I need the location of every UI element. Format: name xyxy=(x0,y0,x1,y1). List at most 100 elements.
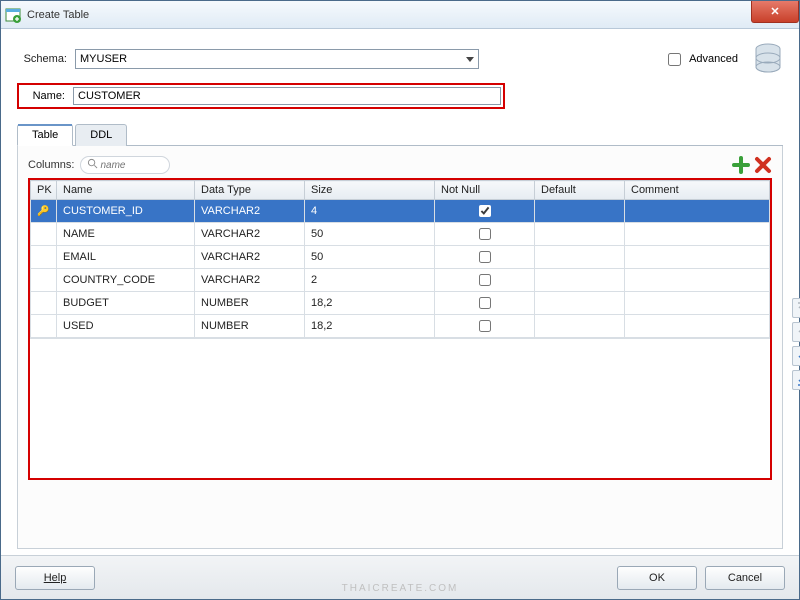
cell[interactable]: VARCHAR2 xyxy=(195,223,305,246)
cell[interactable]: BUDGET xyxy=(57,292,195,315)
schema-select[interactable]: MYUSER xyxy=(75,49,479,69)
close-button[interactable]: ✕ xyxy=(751,1,799,23)
cell[interactable]: 4 xyxy=(305,200,435,223)
cell[interactable] xyxy=(625,223,770,246)
tab-table-label: Table xyxy=(32,129,58,141)
table-row[interactable]: 🔑 CUSTOMER_IDVARCHAR24 xyxy=(31,200,770,223)
cell[interactable] xyxy=(625,292,770,315)
cell[interactable]: VARCHAR2 xyxy=(195,269,305,292)
cell[interactable] xyxy=(31,269,57,292)
name-highlight: Name: xyxy=(17,83,505,109)
cancel-button[interactable]: Cancel xyxy=(705,566,785,590)
cell[interactable]: COUNTRY_CODE xyxy=(57,269,195,292)
move-top-button[interactable] xyxy=(792,298,800,318)
cell[interactable] xyxy=(535,223,625,246)
advanced-wrap: Advanced xyxy=(664,43,783,75)
name-input[interactable] xyxy=(73,87,501,105)
cell[interactable] xyxy=(31,315,57,338)
columns-search[interactable] xyxy=(80,156,170,174)
cell[interactable]: NUMBER xyxy=(195,292,305,315)
schema-value: MYUSER xyxy=(80,53,127,65)
cell[interactable] xyxy=(31,292,57,315)
cell[interactable] xyxy=(535,292,625,315)
header-default[interactable]: Default xyxy=(535,181,625,200)
cell[interactable] xyxy=(435,315,535,338)
columns-grid-highlight: PK Name Data Type Size Not Null Default … xyxy=(28,178,772,480)
tab-ddl[interactable]: DDL xyxy=(75,124,127,146)
cell[interactable]: NUMBER xyxy=(195,315,305,338)
watermark: THAICREATE.COM xyxy=(342,583,459,594)
cell[interactable] xyxy=(535,246,625,269)
cell[interactable] xyxy=(535,200,625,223)
cell[interactable]: VARCHAR2 xyxy=(195,246,305,269)
table-row[interactable]: USEDNUMBER18,2 xyxy=(31,315,770,338)
notnull-checkbox[interactable] xyxy=(479,251,491,263)
cancel-button-label: Cancel xyxy=(728,572,762,584)
notnull-checkbox[interactable] xyxy=(479,297,491,309)
add-column-button[interactable] xyxy=(732,156,750,174)
cell[interactable]: 50 xyxy=(305,246,435,269)
notnull-checkbox[interactable] xyxy=(479,205,491,217)
table-row[interactable]: EMAILVARCHAR250 xyxy=(31,246,770,269)
schema-label: Schema: xyxy=(17,53,75,65)
header-name[interactable]: Name xyxy=(57,181,195,200)
columns-grid[interactable]: PK Name Data Type Size Not Null Default … xyxy=(30,180,770,338)
cell[interactable]: 50 xyxy=(305,223,435,246)
table-row[interactable]: COUNTRY_CODEVARCHAR22 xyxy=(31,269,770,292)
create-table-window: Create Table ✕ Schema: MYUSER Advanced N… xyxy=(0,0,800,600)
columns-search-input[interactable] xyxy=(98,159,158,172)
pk-key-icon: 🔑 xyxy=(37,206,49,217)
cell[interactable] xyxy=(535,315,625,338)
cell[interactable]: EMAIL xyxy=(57,246,195,269)
cell[interactable]: USED xyxy=(57,315,195,338)
notnull-checkbox[interactable] xyxy=(479,320,491,332)
cell[interactable] xyxy=(535,269,625,292)
cell[interactable]: 2 xyxy=(305,269,435,292)
database-icon xyxy=(753,43,783,75)
cell[interactable] xyxy=(625,200,770,223)
grid-header-row: PK Name Data Type Size Not Null Default … xyxy=(31,181,770,200)
cell[interactable]: 🔑 xyxy=(31,200,57,223)
cell[interactable] xyxy=(435,200,535,223)
cell[interactable]: NAME xyxy=(57,223,195,246)
cell[interactable] xyxy=(31,246,57,269)
cell[interactable] xyxy=(435,269,535,292)
advanced-label: Advanced xyxy=(689,53,738,65)
advanced-checkbox[interactable] xyxy=(668,53,681,66)
cell[interactable]: CUSTOMER_ID xyxy=(57,200,195,223)
notnull-checkbox[interactable] xyxy=(479,228,491,240)
header-notnull[interactable]: Not Null xyxy=(435,181,535,200)
cell[interactable] xyxy=(625,246,770,269)
move-bottom-button[interactable] xyxy=(792,370,800,390)
table-row[interactable]: BUDGETNUMBER18,2 xyxy=(31,292,770,315)
cell[interactable] xyxy=(435,292,535,315)
cell[interactable] xyxy=(625,269,770,292)
tab-table[interactable]: Table xyxy=(17,124,73,146)
grid-area: PK Name Data Type Size Not Null Default … xyxy=(28,178,772,480)
move-up-button[interactable] xyxy=(792,322,800,342)
header-size[interactable]: Size xyxy=(305,181,435,200)
cell[interactable] xyxy=(435,246,535,269)
ok-button-label: OK xyxy=(649,572,665,584)
header-type[interactable]: Data Type xyxy=(195,181,305,200)
remove-column-button[interactable] xyxy=(754,156,772,174)
cell[interactable] xyxy=(435,223,535,246)
panel-filler xyxy=(28,480,772,542)
cell[interactable]: VARCHAR2 xyxy=(195,200,305,223)
close-icon: ✕ xyxy=(770,5,779,18)
ok-button[interactable]: OK xyxy=(617,566,697,590)
columns-panel: Columns: xyxy=(17,146,783,549)
move-down-button[interactable] xyxy=(792,346,800,366)
header-comment[interactable]: Comment xyxy=(625,181,770,200)
cell[interactable] xyxy=(31,223,57,246)
notnull-checkbox[interactable] xyxy=(479,274,491,286)
schema-row: Schema: MYUSER Advanced xyxy=(17,43,783,75)
help-button[interactable]: Help xyxy=(15,566,95,590)
header-pk[interactable]: PK xyxy=(31,181,57,200)
table-row[interactable]: NAMEVARCHAR250 xyxy=(31,223,770,246)
cell[interactable]: 18,2 xyxy=(305,292,435,315)
cell[interactable]: 18,2 xyxy=(305,315,435,338)
columns-label: Columns: xyxy=(28,159,74,171)
search-icon xyxy=(87,158,98,172)
cell[interactable] xyxy=(625,315,770,338)
